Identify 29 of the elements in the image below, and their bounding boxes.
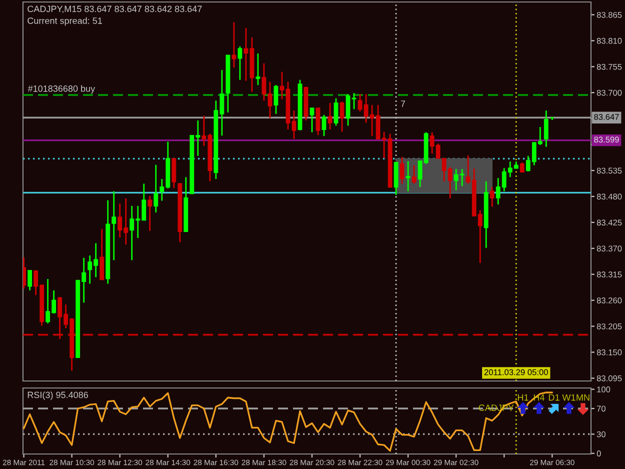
text: Current spread: 51 [28, 17, 102, 26]
y-tick-label: 30 [596, 431, 606, 438]
y-tick-label: 83.315 [596, 272, 622, 278]
annotation: 7 [400, 100, 406, 107]
y-tick-label: 100 [597, 386, 610, 392]
annotation: W1 [562, 394, 576, 401]
y-tick-label: 83.095 [596, 375, 622, 382]
y-tick-label: 83.260 [596, 297, 622, 304]
ref-line-label: 2011.03.29 05:00 [484, 369, 548, 376]
annotation: #101836680 buy [28, 85, 96, 94]
annotation: MN [576, 394, 590, 401]
y-tick-label: 83.810 [596, 38, 622, 44]
ref-line-label: 83.647 [594, 114, 619, 120]
y-tick-label: 83.480 [596, 194, 622, 200]
y-tick-label: 0 [596, 450, 601, 456]
y-tick-label: 83.755 [596, 64, 622, 70]
y-tick-label: 83.205 [596, 323, 622, 330]
y-tick-label: 70 [596, 406, 606, 412]
y-tick-label: 83.865 [596, 12, 622, 18]
y-tick-label: 83.700 [596, 90, 622, 96]
chart-title: CADJPY,M15 83.647 83.647 83.642 83.647 [28, 6, 202, 14]
chart-title: RSI(3) 95.4086 [28, 391, 88, 400]
y-tick-label: 83.150 [596, 349, 622, 356]
y-tick-label: 83.535 [596, 168, 622, 174]
ref-line-label: 83.599 [594, 136, 619, 143]
y-tick-label: 83.370 [596, 246, 622, 252]
y-tick-label: 83.425 [596, 220, 622, 226]
annotation: H1 [518, 394, 528, 401]
annotation: D1 [548, 394, 560, 401]
